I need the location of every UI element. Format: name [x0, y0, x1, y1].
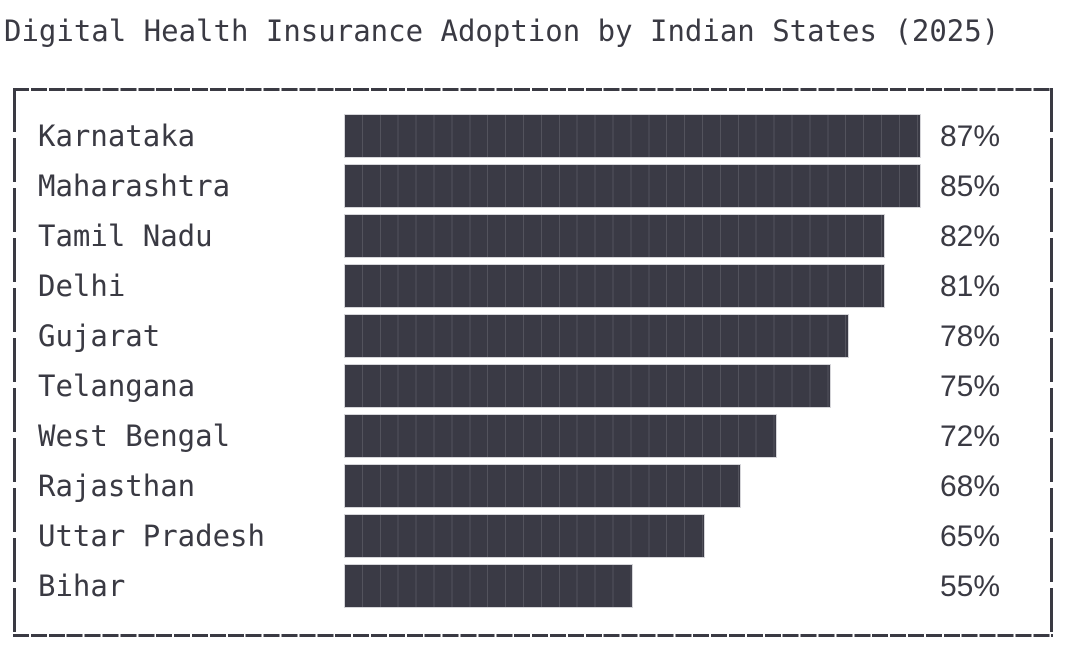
- value-label: 72%: [940, 420, 1001, 453]
- state-label: Rajasthan: [38, 469, 196, 503]
- value-label: 82%: [940, 220, 1001, 253]
- chart-row: West Bengal 72%: [13, 411, 1053, 461]
- chart-row: Telangana 75%: [13, 361, 1053, 411]
- bar: [345, 415, 776, 457]
- chart-row: Bihar 55%: [13, 561, 1053, 611]
- frame-border-bottom: [13, 634, 1053, 637]
- value-label: 75%: [940, 370, 1001, 403]
- chart-row: Uttar Pradesh 65%: [13, 511, 1053, 561]
- state-label: Delhi: [38, 269, 126, 303]
- value-label: 78%: [940, 320, 1001, 353]
- chart-row: Delhi 81%: [13, 261, 1053, 311]
- value-label: 85%: [940, 170, 1001, 203]
- chart-row: Karnataka 87%: [13, 111, 1053, 161]
- chart-frame: Karnataka 87% Maharashtra 85% Tamil Nadu 82% D…: [13, 88, 1053, 637]
- state-label: Gujarat: [38, 319, 161, 353]
- bar: [345, 265, 884, 307]
- chart-title: Digital Health Insurance Adoption by Ind…: [4, 14, 1000, 48]
- bar: [345, 465, 740, 507]
- value-label: 68%: [940, 470, 1001, 503]
- value-label: 65%: [940, 520, 1001, 553]
- frame-border-right: [1050, 88, 1053, 637]
- state-label: Uttar Pradesh: [38, 519, 265, 553]
- value-label: 87%: [940, 120, 1001, 153]
- state-label: Bihar: [38, 569, 126, 603]
- value-label: 55%: [940, 570, 1001, 603]
- chart-rows: Karnataka 87% Maharashtra 85% Tamil Nadu 82% D…: [13, 111, 1053, 611]
- bar: [345, 115, 920, 157]
- state-label: Karnataka: [38, 119, 196, 153]
- chart-row: Gujarat 78%: [13, 311, 1053, 361]
- state-label: Telangana: [38, 369, 196, 403]
- bar: [345, 315, 848, 357]
- value-label: 81%: [940, 270, 1001, 303]
- bar: [345, 365, 830, 407]
- state-label: West Bengal: [38, 419, 231, 453]
- frame-border-top: [13, 88, 1053, 91]
- chart-row: Tamil Nadu 82%: [13, 211, 1053, 261]
- bar: [345, 515, 704, 557]
- frame-border-left: [13, 88, 16, 637]
- state-label: Tamil Nadu: [38, 219, 213, 253]
- bar: [345, 565, 632, 607]
- chart-row: Rajasthan 68%: [13, 461, 1053, 511]
- chart-row: Maharashtra 85%: [13, 161, 1053, 211]
- bar: [345, 215, 884, 257]
- bar: [345, 165, 920, 207]
- state-label: Maharashtra: [38, 169, 231, 203]
